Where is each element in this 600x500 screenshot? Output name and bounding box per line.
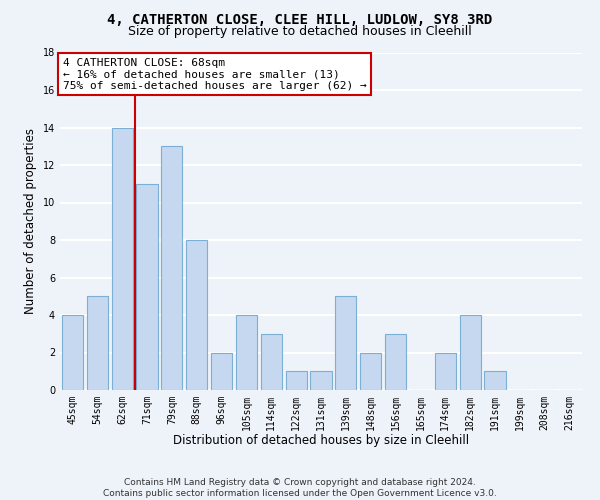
X-axis label: Distribution of detached houses by size in Cleehill: Distribution of detached houses by size … [173, 434, 469, 448]
Y-axis label: Number of detached properties: Number of detached properties [24, 128, 37, 314]
Bar [385, 334, 406, 390]
Bar [186, 240, 207, 390]
Bar [236, 315, 257, 390]
Bar [335, 296, 356, 390]
Text: 4 CATHERTON CLOSE: 68sqm
← 16% of detached houses are smaller (13)
75% of semi-d: 4 CATHERTON CLOSE: 68sqm ← 16% of detach… [62, 58, 367, 91]
Bar [112, 128, 133, 390]
Bar [310, 371, 332, 390]
Bar [360, 352, 381, 390]
Bar [286, 371, 307, 390]
Bar [211, 352, 232, 390]
Bar [136, 184, 158, 390]
Text: Size of property relative to detached houses in Cleehill: Size of property relative to detached ho… [128, 25, 472, 38]
Text: Contains HM Land Registry data © Crown copyright and database right 2024.
Contai: Contains HM Land Registry data © Crown c… [103, 478, 497, 498]
Bar [261, 334, 282, 390]
Bar [435, 352, 456, 390]
Bar [460, 315, 481, 390]
Bar [161, 146, 182, 390]
Bar [87, 296, 108, 390]
Text: 4, CATHERTON CLOSE, CLEE HILL, LUDLOW, SY8 3RD: 4, CATHERTON CLOSE, CLEE HILL, LUDLOW, S… [107, 12, 493, 26]
Bar [484, 371, 506, 390]
Bar [62, 315, 83, 390]
